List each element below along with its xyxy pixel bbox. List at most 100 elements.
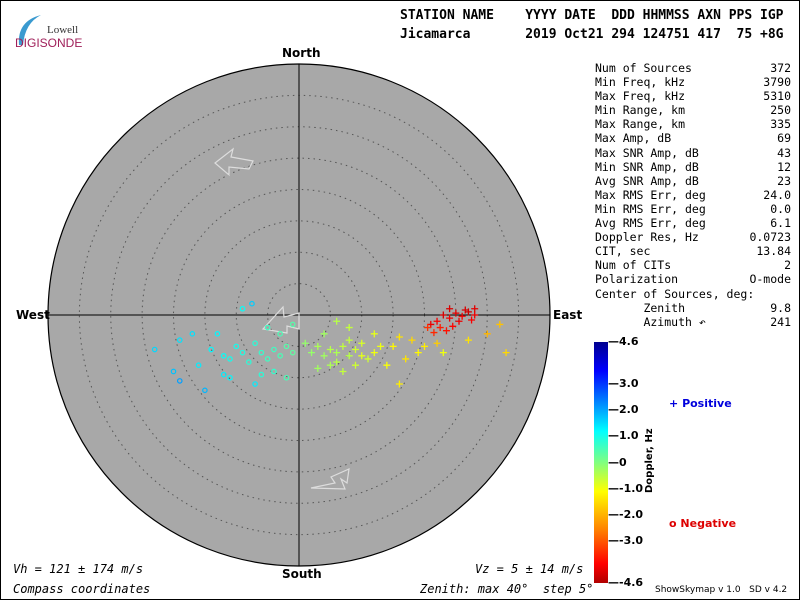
stat-value: 13.84: [756, 244, 791, 259]
positive-source-point: [395, 380, 403, 388]
stat-row: Max Freq, kHz 5310: [595, 89, 791, 103]
negative-source-point: [264, 356, 271, 362]
negative-source-point: [176, 378, 183, 384]
positive-source-point: [339, 367, 347, 375]
colorbar-tick: —2.0: [608, 403, 639, 417]
header-labels: STATION NAME YYYY DATE DDD HHMMSS AXN PP…: [400, 8, 784, 23]
stat-label: Max SNR Amp, dB: [595, 145, 699, 160]
negative-source-point: [151, 346, 158, 353]
stat-label: Min Range, km: [595, 103, 686, 118]
negative-source-point: [264, 324, 271, 331]
negative-source-point: [233, 343, 240, 350]
stat-value: 23: [777, 173, 791, 188]
header-values: Jicamarca 2019 Oct21 294 124751 417 75 +…: [400, 27, 784, 42]
south-label: South: [282, 567, 322, 581]
velocity-arrow-1: [214, 147, 254, 177]
positive-source-point: [427, 320, 435, 328]
stat-value: 6.1: [770, 216, 791, 231]
positive-source-point: [452, 309, 460, 317]
colorbar-tick: —-3.0: [608, 534, 644, 548]
stat-label: Max Amp, dB: [595, 131, 672, 146]
skymap-plot: [47, 63, 551, 567]
negative-source-point: [283, 374, 290, 381]
stat-label: Min Freq, kHz: [595, 75, 686, 90]
positive-source-point: [314, 364, 322, 372]
negative-source-point: [214, 331, 221, 337]
positive-source-point: [308, 349, 316, 357]
positive-source-point: [439, 311, 447, 319]
positive-source-point: [358, 352, 366, 360]
stat-value: 335: [770, 117, 791, 132]
stat-row: Polarization O-mode: [595, 272, 791, 286]
positive-source-point: [430, 329, 438, 337]
positive-source-point: [345, 352, 353, 360]
svg-text:Lowell: Lowell: [47, 24, 78, 36]
positive-source-point: [326, 361, 334, 369]
stat-label: Min SNR Amp, dB: [595, 159, 699, 174]
positive-source-point: [395, 333, 403, 341]
stat-label: Max Freq, kHz: [595, 89, 686, 104]
coordinate-system-label: Compass coordinates: [13, 582, 151, 596]
stat-value: 241: [770, 314, 791, 329]
positive-source-point: [433, 317, 441, 325]
positive-source-point: [345, 324, 353, 332]
positive-source-point: [370, 330, 378, 338]
positive-source-point: [377, 342, 385, 350]
negative-source-point: [277, 352, 283, 359]
stat-label: Min RMS Err, deg: [595, 201, 706, 216]
positive-source-point: [433, 339, 441, 347]
colorbar-tick: —0: [608, 455, 627, 469]
negative-source-point: [283, 343, 290, 350]
positive-source-point: [446, 305, 454, 313]
positive-source-point: [333, 317, 341, 325]
stat-label: Num of Sources: [595, 61, 692, 75]
stat-value: 372: [770, 61, 791, 75]
negative-source-point: [252, 381, 258, 387]
stat-row: Zenith 9.8: [595, 301, 791, 315]
positive-source-point: [468, 316, 476, 324]
stat-label: Azimuth ↶: [595, 314, 706, 329]
positive-source-point: [370, 349, 378, 357]
positive-source-point: [333, 358, 341, 366]
negative-source-point: [239, 305, 246, 312]
negative-source-point: [246, 359, 252, 365]
positive-source-point: [446, 314, 454, 322]
colorbar-tick: —3.0: [608, 376, 639, 390]
stat-row: Min SNR Amp, dB 12: [595, 160, 791, 174]
zenith-scale-label: Zenith: max 40° step 5°: [420, 582, 594, 596]
west-label: West: [16, 308, 50, 322]
negative-source-point: [189, 331, 196, 337]
stat-label: Max Range, km: [595, 117, 686, 132]
stat-value: O-mode: [749, 272, 791, 287]
stat-value: 0.0: [770, 201, 791, 216]
stat-value: 9.8: [770, 300, 791, 315]
negative-source-point: [277, 331, 283, 337]
doppler-colorbar: [594, 342, 608, 583]
positive-source-point: [383, 361, 391, 369]
negative-source-point: [258, 349, 265, 356]
stat-value: 250: [770, 103, 791, 118]
east-label: East: [553, 308, 583, 322]
negative-source-point: [239, 349, 246, 356]
positive-source-point: [326, 346, 334, 354]
positive-source-point: [320, 352, 328, 360]
negative-source-point: [202, 387, 208, 394]
legend-negative: o Negative: [669, 517, 737, 530]
stat-label: Doppler Res, Hz: [595, 230, 699, 245]
stat-value: 3790: [763, 75, 791, 90]
negative-source-point: [227, 356, 233, 362]
velocity-arrow-center: [261, 305, 300, 334]
velocity-arrow-2: [310, 468, 350, 490]
positive-source-point: [314, 342, 322, 350]
stat-value: 5310: [763, 89, 791, 104]
vertical-velocity: Vz = 5 ± 14 m/s: [475, 562, 584, 576]
negative-source-point: [227, 374, 233, 381]
svg-text:DIGISONDE: DIGISONDE: [15, 36, 82, 50]
positive-source-point: [502, 349, 510, 357]
negative-source-point: [252, 340, 258, 347]
negative-source-point: [289, 321, 296, 328]
stats-panel: Num of Sources 372 Min Freq, kHz 3790 Max Fr…: [595, 61, 791, 329]
positive-source-point: [449, 322, 457, 330]
negative-source-point: [176, 337, 183, 343]
